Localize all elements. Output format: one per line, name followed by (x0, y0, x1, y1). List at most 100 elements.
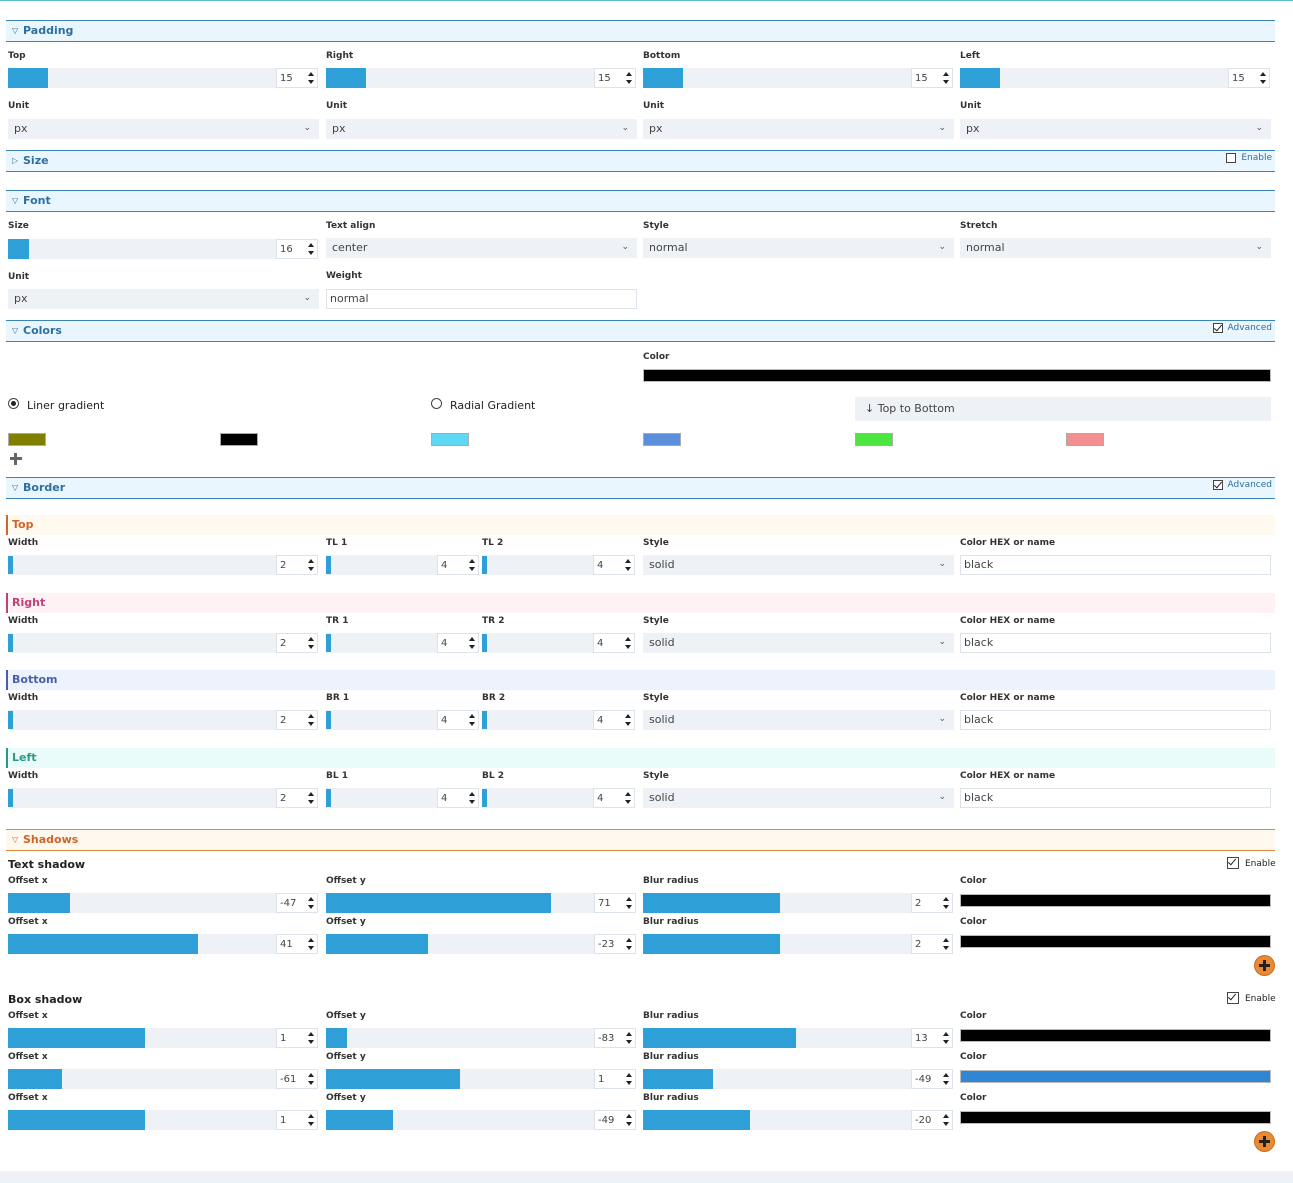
font-section-header[interactable]: ▽ Font (6, 190, 1275, 212)
border-top-style-select[interactable]: solid ⌄ (643, 555, 954, 575)
border-bottom-width-slider[interactable] (8, 710, 276, 730)
size-enable-checkbox[interactable] (1226, 153, 1237, 163)
box-shadow-blur-slider[interactable] (643, 1069, 911, 1089)
box-shadow-offset-x-input[interactable]: 1 (276, 1028, 318, 1048)
spinner-arrows-icon[interactable] (626, 897, 633, 909)
box-shadow-offset-y-input[interactable]: -49 (594, 1110, 636, 1130)
box-shadow-blur-slider[interactable] (643, 1028, 911, 1048)
box-shadow-blur-slider[interactable] (643, 1110, 911, 1130)
spinner-arrows-icon[interactable] (308, 637, 315, 649)
text-shadow-offset-y-slider[interactable] (326, 934, 594, 954)
box-shadow-blur-input[interactable]: 13 (911, 1028, 953, 1048)
border-left-radius1-input[interactable]: 4 (437, 788, 479, 808)
spinner-arrows-icon[interactable] (626, 72, 633, 84)
border-top-color-input[interactable]: black (960, 555, 1271, 575)
border-top-radius1-slider[interactable] (326, 555, 437, 575)
border-bottom-radius2-slider[interactable] (482, 710, 593, 730)
border-top-width-slider[interactable] (8, 555, 276, 575)
spinner-arrows-icon[interactable] (943, 938, 950, 950)
color-picker-bar[interactable] (643, 369, 1271, 382)
spinner-arrows-icon[interactable] (625, 637, 632, 649)
text-shadow-color-bar[interactable] (960, 935, 1271, 948)
border-right-color-input[interactable]: black (960, 633, 1271, 653)
border-right-radius1-slider[interactable] (326, 633, 437, 653)
box-shadow-offset-y-input[interactable]: -83 (594, 1028, 636, 1048)
border-left-style-select[interactable]: solid ⌄ (643, 788, 954, 808)
box-shadow-color-bar[interactable] (960, 1029, 1271, 1042)
font-size-input[interactable]: 16 (276, 239, 318, 259)
spinner-arrows-icon[interactable] (308, 792, 315, 804)
spinner-arrows-icon[interactable] (308, 938, 315, 950)
linear-gradient-radio[interactable] (8, 398, 19, 409)
border-top-radius2-slider[interactable] (482, 555, 593, 575)
box-shadow-blur-input[interactable]: -49 (911, 1069, 953, 1089)
text-shadow-blur-input[interactable]: 2 (911, 893, 953, 913)
text-shadow-color-bar[interactable] (960, 894, 1271, 907)
add-text-shadow-icon[interactable] (1255, 956, 1274, 975)
gradient-stop-swatch[interactable] (855, 433, 893, 446)
box-shadow-color-bar[interactable] (960, 1111, 1271, 1124)
padding-top-input[interactable]: 15 (276, 68, 318, 88)
gradient-stop-swatch[interactable] (220, 433, 258, 446)
text-shadow-offset-y-slider[interactable] (326, 893, 594, 913)
border-left-radius2-slider[interactable] (482, 788, 593, 808)
border-bottom-radius1-slider[interactable] (326, 710, 437, 730)
gradient-stop-swatch[interactable] (643, 433, 681, 446)
border-advanced-checkbox[interactable] (1212, 480, 1223, 490)
box-shadow-offset-x-input[interactable]: 1 (276, 1110, 318, 1130)
box-shadow-offset-x-slider[interactable] (8, 1110, 276, 1130)
border-right-radius1-input[interactable]: 4 (437, 633, 479, 653)
border-left-radius1-slider[interactable] (326, 788, 437, 808)
text-shadow-offset-x-slider[interactable] (8, 893, 276, 913)
spinner-arrows-icon[interactable] (308, 559, 315, 571)
text-shadow-offset-x-input[interactable]: -47 (276, 893, 318, 913)
spinner-arrows-icon[interactable] (308, 1114, 315, 1126)
add-box-shadow-icon[interactable] (1255, 1132, 1274, 1151)
spinner-arrows-icon[interactable] (625, 792, 632, 804)
colors-section-header[interactable]: ▽ Colors Advanced (6, 320, 1275, 342)
box-shadow-offset-x-slider[interactable] (8, 1028, 276, 1048)
text-shadow-enable-checkbox[interactable] (1227, 857, 1239, 869)
box-shadow-offset-y-slider[interactable] (326, 1028, 594, 1048)
padding-bottom-slider[interactable] (643, 68, 911, 88)
border-bottom-style-select[interactable]: solid ⌄ (643, 710, 954, 730)
spinner-arrows-icon[interactable] (469, 559, 476, 571)
border-bottom-width-input[interactable]: 2 (276, 710, 318, 730)
spinner-arrows-icon[interactable] (469, 714, 476, 726)
gradient-direction-select[interactable]: ↓ Top to Bottom (855, 397, 1271, 421)
font-weight-input[interactable]: normal (326, 289, 637, 309)
spinner-arrows-icon[interactable] (625, 714, 632, 726)
text-shadow-offset-y-input[interactable]: 71 (594, 893, 636, 913)
gradient-stop-swatch[interactable] (1066, 433, 1104, 446)
border-left-radius2-input[interactable]: 4 (593, 788, 635, 808)
spinner-arrows-icon[interactable] (469, 637, 476, 649)
spinner-arrows-icon[interactable] (626, 1073, 633, 1085)
border-left-color-input[interactable]: black (960, 788, 1271, 808)
box-shadow-offset-y-slider[interactable] (326, 1110, 594, 1130)
border-right-style-select[interactable]: solid ⌄ (643, 633, 954, 653)
spinner-arrows-icon[interactable] (626, 1032, 633, 1044)
colors-advanced-checkbox[interactable] (1212, 323, 1223, 333)
size-section-header[interactable]: ▷ Size Enable (6, 150, 1275, 172)
border-right-radius2-slider[interactable] (482, 633, 593, 653)
border-top-width-input[interactable]: 2 (276, 555, 318, 575)
border-top-radius1-input[interactable]: 4 (437, 555, 479, 575)
border-left-width-slider[interactable] (8, 788, 276, 808)
padding-left-input[interactable]: 15 (1228, 68, 1270, 88)
spinner-arrows-icon[interactable] (943, 72, 950, 84)
font-size-slider[interactable] (8, 239, 276, 259)
spinner-arrows-icon[interactable] (308, 72, 315, 84)
box-shadow-offset-y-slider[interactable] (326, 1069, 594, 1089)
spinner-arrows-icon[interactable] (943, 1114, 950, 1126)
border-left-width-input[interactable]: 2 (276, 788, 318, 808)
padding-right-unit-select[interactable]: px ⌄ (326, 119, 637, 139)
padding-right-slider[interactable] (326, 68, 594, 88)
border-bottom-color-input[interactable]: black (960, 710, 1271, 730)
text-shadow-offset-y-input[interactable]: -23 (594, 934, 636, 954)
font-stretch-select[interactable]: normal ⌄ (960, 238, 1271, 258)
text-align-select[interactable]: center ⌄ (326, 238, 637, 258)
spinner-arrows-icon[interactable] (308, 714, 315, 726)
box-shadow-offset-y-input[interactable]: 1 (594, 1069, 636, 1089)
text-shadow-blur-input[interactable]: 2 (911, 934, 953, 954)
spinner-arrows-icon[interactable] (1260, 72, 1267, 84)
